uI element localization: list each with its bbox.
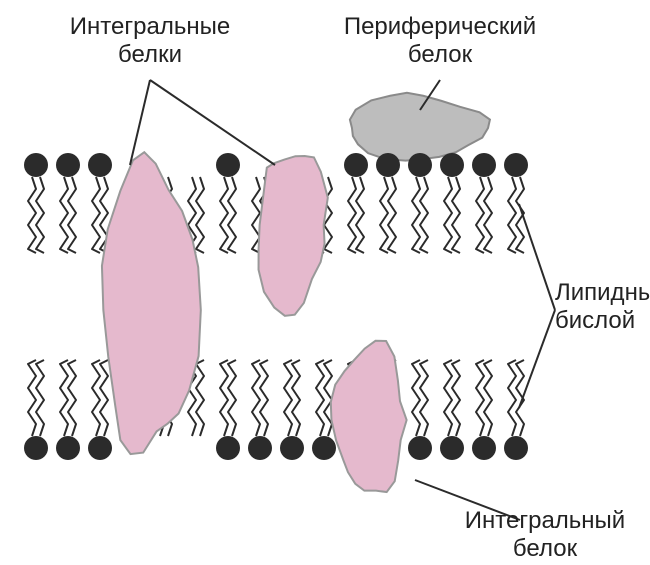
diagram-svg: ИнтегральныебелкиПериферическийбелокЛипи… [0, 0, 650, 565]
label-peripheral-line1: Периферический [344, 13, 536, 40]
label-bilayer-line1: Липидный [555, 279, 650, 306]
label-integral-plural-line2: белки [118, 41, 182, 68]
label-integral-plural-line1: Интегральные [70, 13, 230, 40]
label-peripheral-line2: белок [408, 41, 473, 68]
label-integral-singular-line2: белок [513, 535, 578, 562]
label-integral-singular-line1: Интегральный [465, 507, 625, 534]
membrane-diagram: ИнтегральныебелкиПериферическийбелокЛипи… [0, 0, 650, 565]
label-bilayer-line2: бислой [555, 307, 635, 334]
